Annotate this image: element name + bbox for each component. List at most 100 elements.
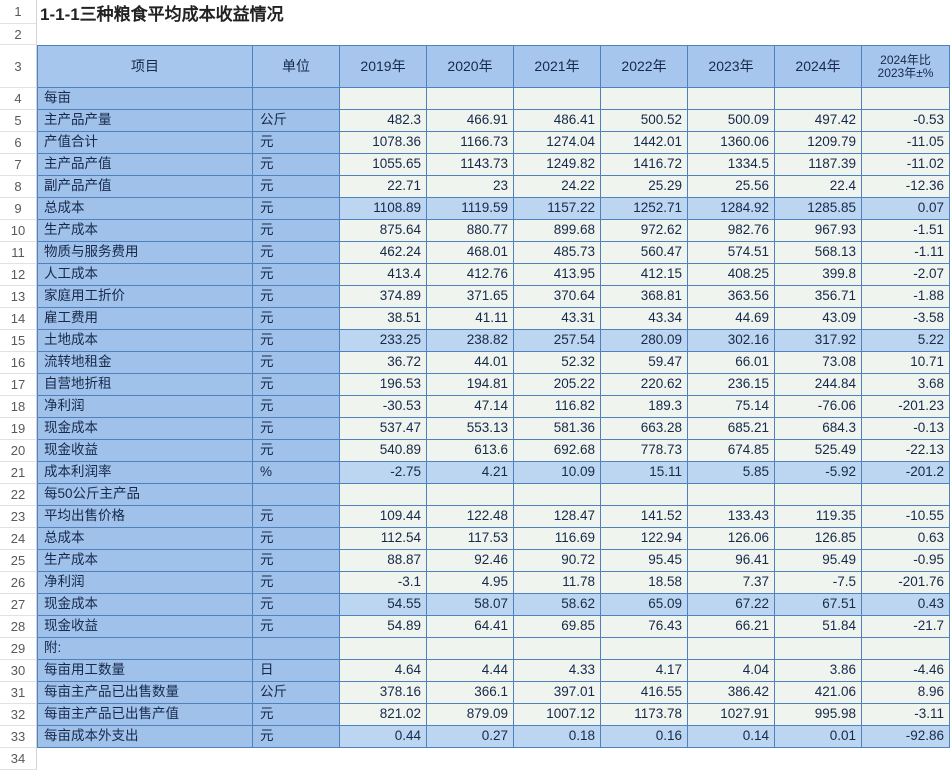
cell-value[interactable]: 22.4 (775, 176, 861, 197)
row-number[interactable]: 3 (0, 45, 37, 88)
cell-change[interactable]: -1.11 (862, 242, 949, 263)
cell-value[interactable]: 194.81 (427, 374, 513, 395)
cell-label[interactable]: 每亩成本外支出 (38, 726, 252, 747)
cell-change[interactable]: 8.96 (862, 682, 949, 703)
cell-value[interactable]: 685.21 (688, 418, 774, 439)
column-header[interactable]: 2024年 (775, 46, 861, 87)
column-header[interactable]: 2023年 (688, 46, 774, 87)
cell-value[interactable]: 1007.12 (514, 704, 600, 725)
cell-change[interactable]: -4.46 (862, 660, 949, 681)
column-header[interactable]: 2019年 (340, 46, 426, 87)
cell-unit[interactable]: 元 (253, 242, 339, 263)
cell-value[interactable]: 4.64 (340, 660, 426, 681)
cell-value[interactable]: 4.21 (427, 462, 513, 483)
cell-value[interactable]: 126.85 (775, 528, 861, 549)
cell-label[interactable]: 主产品产值 (38, 154, 252, 175)
cell-value[interactable]: -76.06 (775, 396, 861, 417)
cell-value[interactable] (775, 638, 861, 659)
cell-value[interactable]: 500.09 (688, 110, 774, 131)
cell-value[interactable]: 90.72 (514, 550, 600, 571)
row-number[interactable]: 16 (0, 352, 37, 374)
cell-value[interactable]: 4.33 (514, 660, 600, 681)
cell-label[interactable]: 净利润 (38, 396, 252, 417)
cell-label[interactable]: 现金成本 (38, 594, 252, 615)
cell-value[interactable]: 122.48 (427, 506, 513, 527)
row-number[interactable]: 21 (0, 462, 37, 484)
cell-unit[interactable]: 元 (253, 572, 339, 593)
cell-value[interactable]: 1252.71 (601, 198, 687, 219)
cell-value[interactable]: 674.85 (688, 440, 774, 461)
cell-unit[interactable]: 元 (253, 198, 339, 219)
cell-value[interactable]: 1157.22 (514, 198, 600, 219)
cell-value[interactable]: 119.35 (775, 506, 861, 527)
cell-value[interactable]: 65.09 (601, 594, 687, 615)
row-number[interactable]: 5 (0, 110, 37, 132)
cell-value[interactable]: 15.11 (601, 462, 687, 483)
cell-value[interactable]: 485.73 (514, 242, 600, 263)
row-number[interactable]: 15 (0, 330, 37, 352)
cell-value[interactable]: 1119.59 (427, 198, 513, 219)
cell-label[interactable]: 现金收益 (38, 440, 252, 461)
cell-value[interactable]: 0.14 (688, 726, 774, 747)
cell-value[interactable]: 1108.89 (340, 198, 426, 219)
cell-value[interactable] (427, 88, 513, 109)
cell-value[interactable]: -7.5 (775, 572, 861, 593)
row-number[interactable]: 20 (0, 440, 37, 462)
row-number[interactable]: 19 (0, 418, 37, 440)
cell-change[interactable]: -21.7 (862, 616, 949, 637)
cell-value[interactable]: 899.68 (514, 220, 600, 241)
cell-unit[interactable]: 元 (253, 154, 339, 175)
cell-value[interactable]: 1285.85 (775, 198, 861, 219)
cell-unit[interactable] (253, 88, 339, 109)
cell-label[interactable]: 每50公斤主产品 (38, 484, 252, 505)
cell-value[interactable] (340, 484, 426, 505)
cell-value[interactable]: 412.76 (427, 264, 513, 285)
row-number[interactable]: 25 (0, 550, 37, 572)
cell-unit[interactable]: 元 (253, 418, 339, 439)
cell-value[interactable]: 76.43 (601, 616, 687, 637)
cell-unit[interactable]: 元 (253, 704, 339, 725)
cell-value[interactable]: 1027.91 (688, 704, 774, 725)
row-number[interactable]: 1 (0, 0, 37, 24)
cell-label[interactable]: 生产成本 (38, 220, 252, 241)
cell-value[interactable]: 41.11 (427, 308, 513, 329)
cell-value[interactable]: 233.25 (340, 330, 426, 351)
cell-value[interactable]: 18.58 (601, 572, 687, 593)
cell-value[interactable]: 66.01 (688, 352, 774, 373)
cell-value[interactable]: 397.01 (514, 682, 600, 703)
cell-value[interactable]: 38.51 (340, 308, 426, 329)
cell-value[interactable]: 537.47 (340, 418, 426, 439)
cell-value[interactable]: 1284.92 (688, 198, 774, 219)
cell-value[interactable]: 58.07 (427, 594, 513, 615)
cell-label[interactable]: 生产成本 (38, 550, 252, 571)
cell-value[interactable]: 220.62 (601, 374, 687, 395)
cell-value[interactable]: 967.93 (775, 220, 861, 241)
column-header-change[interactable]: 2024年比 2023年±% (862, 46, 949, 87)
column-header[interactable]: 单位 (253, 46, 339, 87)
cell-value[interactable]: 4.17 (601, 660, 687, 681)
cell-value[interactable]: 54.89 (340, 616, 426, 637)
cell-unit[interactable]: % (253, 462, 339, 483)
cell-value[interactable]: 1166.73 (427, 132, 513, 153)
cell-value[interactable]: 1209.79 (775, 132, 861, 153)
cell-unit[interactable]: 元 (253, 330, 339, 351)
cell-change[interactable] (862, 88, 949, 109)
cell-change[interactable]: -92.86 (862, 726, 949, 747)
cell-value[interactable]: 4.04 (688, 660, 774, 681)
cell-unit[interactable]: 元 (253, 264, 339, 285)
cell-label[interactable]: 总成本 (38, 198, 252, 219)
row-number[interactable]: 30 (0, 660, 37, 682)
cell-value[interactable]: 67.22 (688, 594, 774, 615)
cell-value[interactable]: 821.02 (340, 704, 426, 725)
cell-value[interactable]: 371.65 (427, 286, 513, 307)
cell-change[interactable]: -2.07 (862, 264, 949, 285)
cell-value[interactable]: -30.53 (340, 396, 426, 417)
cell-value[interactable]: 52.32 (514, 352, 600, 373)
cell-value[interactable]: 363.56 (688, 286, 774, 307)
cell-label[interactable]: 平均出售价格 (38, 506, 252, 527)
cell-change[interactable]: 0.07 (862, 198, 949, 219)
cell-change[interactable]: -12.36 (862, 176, 949, 197)
cell-change[interactable]: -22.13 (862, 440, 949, 461)
cell-label[interactable]: 附: (38, 638, 252, 659)
cell-change[interactable]: -201.76 (862, 572, 949, 593)
